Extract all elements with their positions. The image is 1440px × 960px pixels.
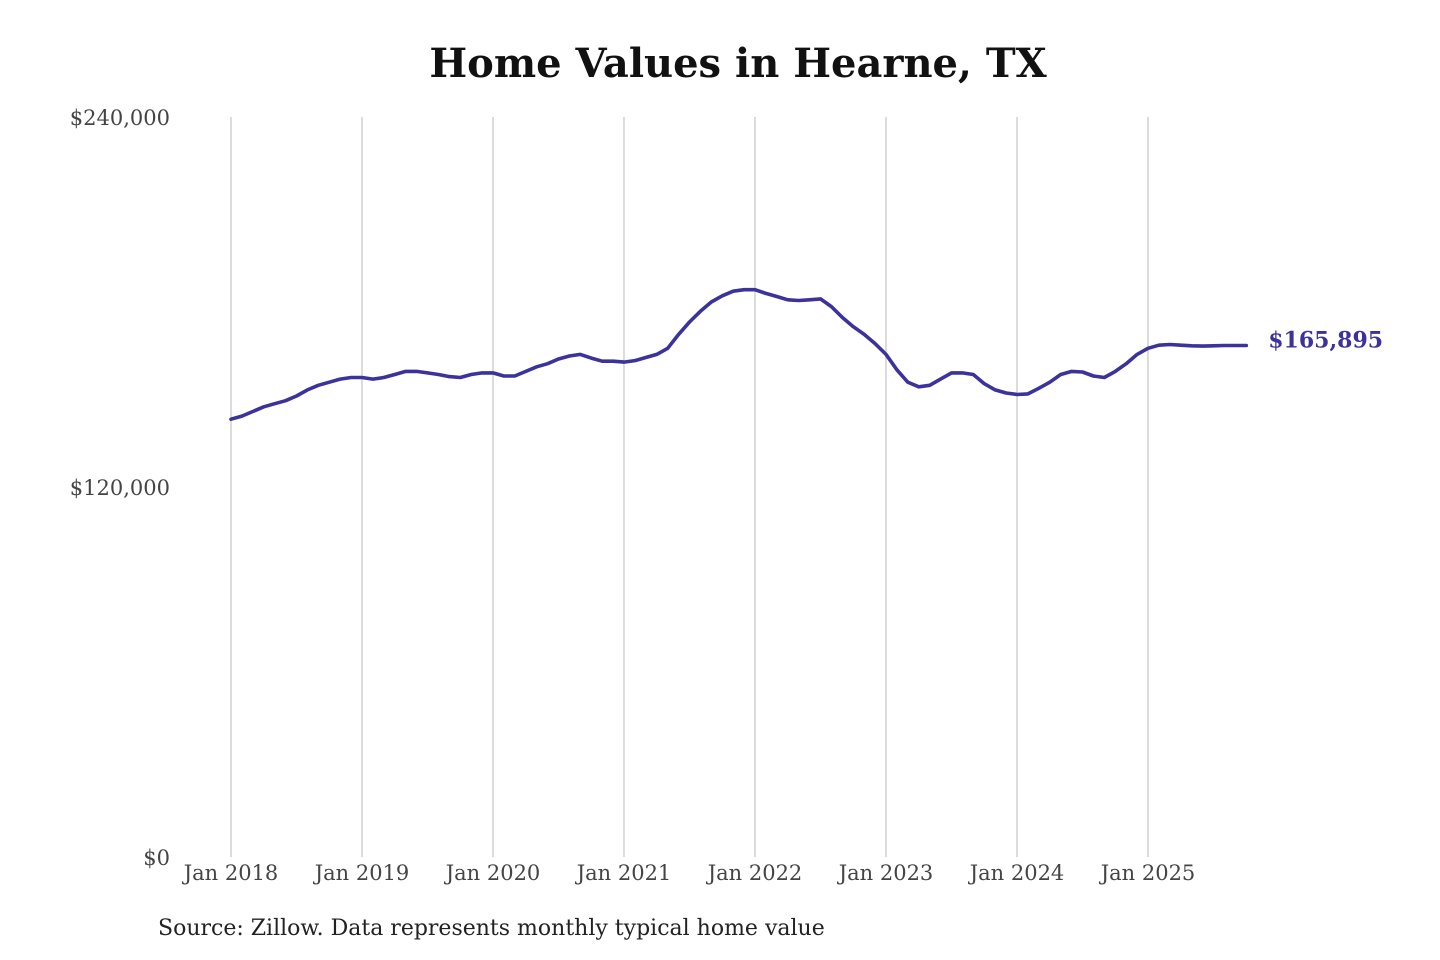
- x-tick-label: Jan 2025: [1099, 861, 1196, 885]
- series-layer: [229, 287, 1249, 421]
- x-tick-label: Jan 2018: [182, 861, 279, 885]
- series-line: [229, 287, 1249, 421]
- chart-title: Home Values in Hearne, TX: [429, 40, 1047, 87]
- end-label-layer: $165,895: [1268, 327, 1383, 353]
- x-tick-label: Jan 2024: [968, 861, 1065, 885]
- x-tick-label: Jan 2022: [706, 861, 803, 885]
- source-note: Source: Zillow. Data represents monthly …: [158, 916, 825, 941]
- x-tick-label: Jan 2019: [313, 861, 410, 885]
- x-tick-label: Jan 2020: [444, 861, 541, 885]
- y-axis-ticks: $240,000 $120,000 $0: [70, 106, 170, 870]
- y-tick-label: $240,000: [70, 106, 170, 130]
- gridlines: [230, 117, 1149, 857]
- end-value-label: $165,895: [1268, 327, 1383, 353]
- x-axis-ticks: Jan 2018 Jan 2019 Jan 2020 Jan 2021 Jan 2022…: [182, 861, 1196, 885]
- y-tick-label: $0: [143, 846, 170, 870]
- x-tick-label: Jan 2023: [837, 861, 934, 885]
- x-tick-label: Jan 2021: [575, 861, 672, 885]
- y-tick-label: $120,000: [70, 476, 170, 500]
